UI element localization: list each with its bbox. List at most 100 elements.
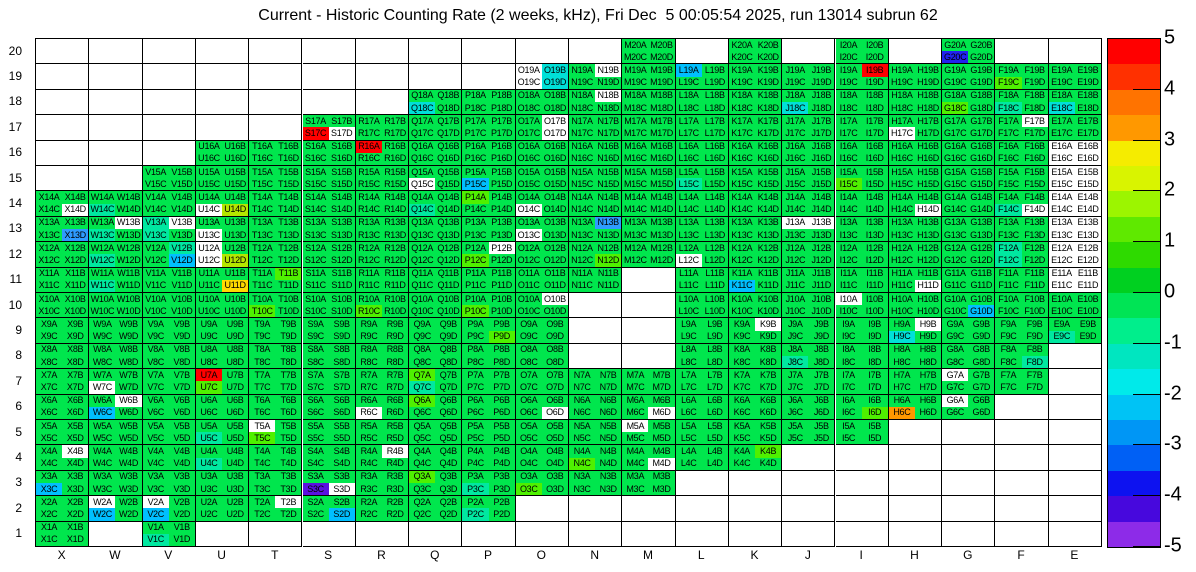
x-axis-label-O: O — [536, 548, 546, 562]
subcell-K9A: K9A — [728, 318, 756, 331]
subcell-L14A: L14A — [675, 191, 702, 204]
cell-L12: L12A L12B L12C L12D — [675, 242, 729, 268]
subcell-K11B: K11B — [755, 267, 782, 280]
subcell-X2D: X2D — [62, 508, 89, 521]
subcell-Q17C: Q17C — [409, 127, 436, 140]
subcell-W7C: W7C — [89, 381, 116, 394]
subcell-T4C: T4C — [249, 457, 276, 470]
subcell-Q11C: Q11C — [409, 279, 436, 292]
subcell-J9C: J9C — [782, 330, 809, 343]
cell-E15: E15A E15B E15C E15D — [1048, 166, 1102, 192]
cell-E5 — [1048, 420, 1102, 446]
subcell-H8B: H8B — [914, 343, 942, 356]
subcell-H15A: H15A — [888, 166, 915, 179]
cell-W11: W11A W11B W11C W11D — [89, 267, 143, 293]
subcell-S8C: S8C — [302, 355, 329, 369]
subcell-S2C: S2C — [302, 508, 329, 521]
cell-P9: P9A P9B P9C P9D — [462, 318, 516, 344]
subcell-M17A: M17A — [622, 115, 649, 128]
subcell-V13C: V13C — [142, 228, 169, 242]
subcell-U8D: U8D — [222, 355, 249, 369]
subcell-U8B: U8B — [222, 343, 249, 356]
subcell-H7A: H7A — [888, 369, 915, 382]
y-axis-label-14: 14 — [8, 196, 22, 211]
subcell-H17B: H17B — [914, 115, 942, 128]
subcell-P11D: P11D — [488, 279, 515, 292]
cell-S12: S12A S12B S12C S12D — [302, 242, 356, 268]
subcell-X11D: X11D — [62, 279, 89, 292]
subcell-T6C: T6C — [249, 406, 276, 419]
cell-X5: X5A X5B X5C X5D — [36, 420, 90, 446]
subcell-X11C: X11C — [36, 279, 63, 292]
cell-J13: J13A J13B J13C J13D — [782, 216, 836, 243]
subcell-S4A: S4A — [302, 445, 329, 458]
subcell-E14A: E14A — [1048, 191, 1075, 204]
subcell-M16B: M16B — [648, 140, 675, 153]
cell-L17: L17A L17B L17C L17D — [675, 115, 729, 141]
cell-E1 — [1048, 521, 1102, 547]
subcell-G16A: G16A — [942, 140, 969, 153]
subcell-X6B: X6B — [62, 394, 89, 407]
cell-L2 — [675, 496, 729, 522]
subcell-W2C: W2C — [89, 508, 116, 521]
subcell-W4A: W4A — [89, 445, 116, 458]
subcell-J15B: J15B — [808, 166, 835, 179]
cell-E19: E19A E19B E19C E19D — [1048, 64, 1102, 90]
colorbar-tick — [1133, 38, 1160, 39]
subcell-X5A: X5A — [36, 420, 63, 433]
subcell-G19A: G19A — [942, 64, 969, 77]
subcell-H12C: H12C — [888, 254, 915, 267]
x-axis-label-P: P — [484, 548, 493, 562]
subcell-Q9B: Q9B — [435, 318, 462, 331]
subcell-P8D: P8D — [488, 355, 515, 369]
subcell-S6A: S6A — [302, 394, 329, 407]
subcell-T16A: T16A — [249, 140, 276, 153]
subcell-K6B: K6B — [755, 394, 782, 407]
subcell-K8C: K8C — [728, 355, 756, 369]
cell-P6: P6A P6B P6C P6D — [462, 394, 516, 420]
cell-F7: F7A F7B F7C F7D — [995, 369, 1049, 395]
subcell-K20D: K20D — [755, 51, 782, 64]
subcell-T3B: T3B — [275, 470, 302, 483]
subcell-X13B: X13B — [62, 216, 89, 229]
subcell-O4A: O4A — [515, 445, 542, 458]
subcell-K16B: K16B — [755, 140, 782, 153]
cell-U8: U8A U8B U8C U8D — [195, 343, 250, 370]
subcell-M3B: M3B — [648, 470, 675, 483]
subcell-V2A: V2A — [142, 496, 169, 509]
cell-E9: E9A E9B E9C E9D — [1048, 318, 1102, 344]
subcell-Q13A: Q13A — [409, 216, 436, 229]
subcell-I19C: I19C — [835, 76, 862, 89]
subcell-K12C: K12C — [728, 254, 756, 267]
subcell-O5B: O5B — [541, 420, 568, 433]
subcell-T7C: T7C — [249, 381, 276, 394]
cell-W13: W13A W13B W13C W13D — [89, 216, 143, 243]
subcell-M17D: M17D — [648, 127, 675, 140]
subcell-S15C: S15C — [302, 178, 329, 191]
subcell-Q3B: Q3B — [435, 470, 462, 483]
subcell-M18B: M18B — [648, 89, 675, 102]
subcell-O4D: O4D — [541, 457, 568, 470]
subcell-X5C: X5C — [36, 432, 63, 445]
subcell-J13D: J13D — [808, 228, 835, 242]
subcell-X14B: X14B — [62, 191, 89, 204]
cell-T11: T11A T11B T11C T11D — [249, 267, 303, 293]
cell-U18 — [195, 89, 250, 116]
colorbar-tick — [1133, 495, 1160, 497]
subcell-I13B: I13B — [861, 216, 888, 229]
subcell-L5B: L5B — [701, 420, 728, 433]
subcell-L5C: L5C — [675, 432, 702, 445]
cell-M6: M6A M6B M6C M6D — [622, 394, 676, 420]
cell-S1 — [302, 521, 356, 547]
subcell-F17A: F17A — [995, 115, 1022, 128]
subcell-E11A: E11A — [1048, 267, 1075, 280]
cell-K2 — [728, 496, 783, 522]
subcell-N18C: N18C — [569, 101, 596, 115]
subcell-P14D: P14D — [488, 203, 515, 216]
subcell-R12C: R12C — [355, 254, 382, 267]
subcell-G6C: G6C — [942, 406, 969, 419]
cell-E6 — [1048, 394, 1102, 420]
subcell-W10D: W10D — [115, 305, 142, 318]
subcell-F15D: F15D — [1021, 178, 1048, 191]
subcell-L10B: L10B — [701, 293, 728, 306]
